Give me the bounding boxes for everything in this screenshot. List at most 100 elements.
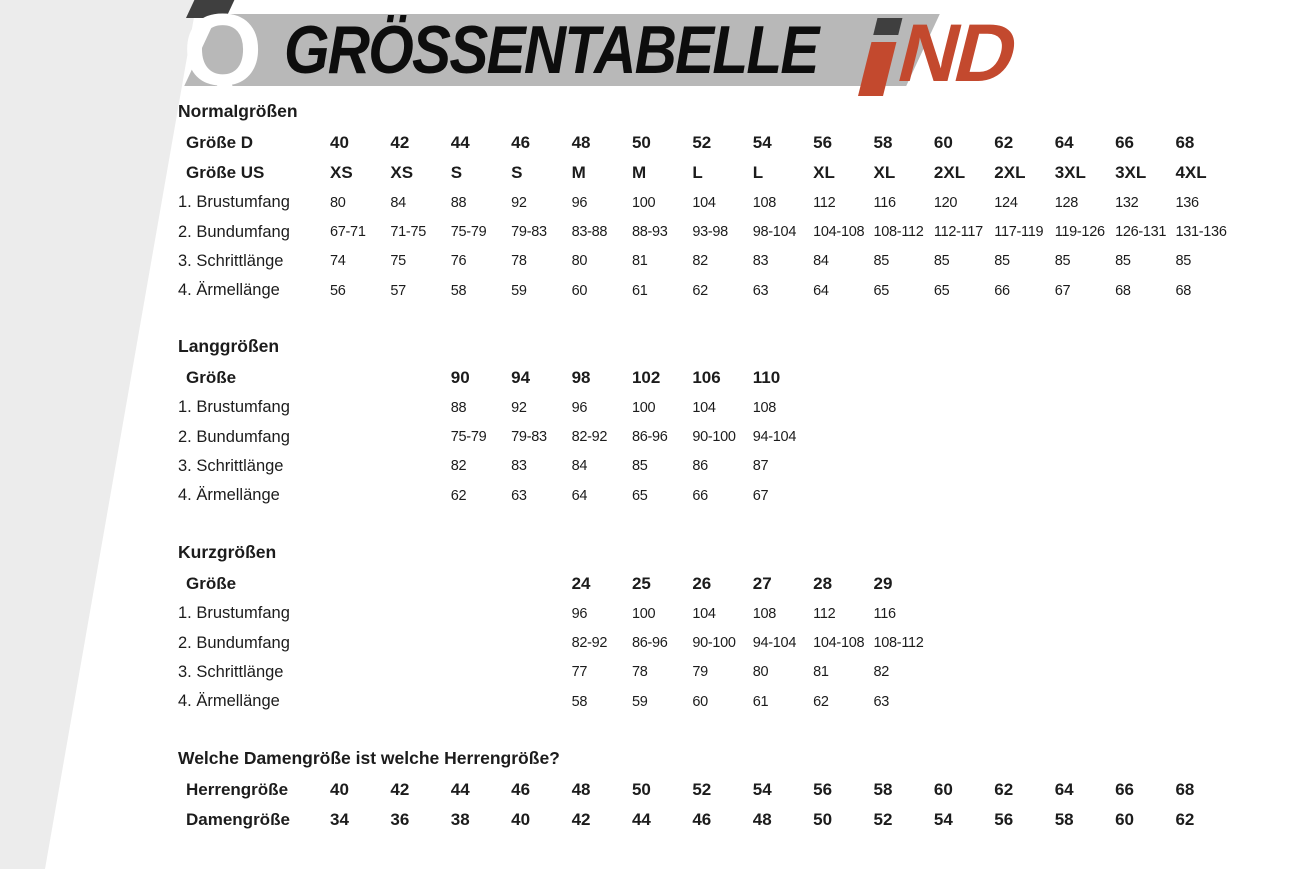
row-label: 1. Brustumfang xyxy=(178,398,290,417)
value-cell: 88 xyxy=(450,194,467,211)
ind-logo-i-stem-icon xyxy=(858,42,897,96)
empty-cell xyxy=(1175,628,1235,657)
value-cell: 108 xyxy=(752,605,777,622)
empty-cell xyxy=(390,658,450,687)
value-cell: 104-108 xyxy=(813,224,865,241)
value-cell: 36 xyxy=(390,810,410,829)
empty-cell xyxy=(330,363,390,393)
value-cell: 96 xyxy=(571,605,588,622)
value-cell: 120 xyxy=(933,194,958,211)
empty-cell xyxy=(994,687,1054,716)
empty-cell xyxy=(1055,393,1115,422)
section-size-conversion: Welche Damengröße ist welche Herrengröße… xyxy=(178,747,1244,835)
empty-cell xyxy=(1115,599,1175,628)
empty-cell xyxy=(813,363,873,393)
value-cell: 85 xyxy=(933,253,950,270)
empty-cell xyxy=(1175,393,1235,422)
value-cell: M xyxy=(571,163,586,182)
empty-cell xyxy=(1055,658,1115,687)
empty-cell xyxy=(813,481,873,510)
empty-cell xyxy=(390,628,450,657)
value-cell: 29 xyxy=(873,574,893,593)
value-cell: 62 xyxy=(994,133,1014,152)
value-cell: 65 xyxy=(933,282,950,299)
empty-cell xyxy=(330,393,390,422)
value-cell: 84 xyxy=(571,458,588,475)
row-label: Größe US xyxy=(186,163,265,182)
value-cell: 90-100 xyxy=(692,635,736,652)
value-cell: 67 xyxy=(1054,282,1071,299)
value-cell: 27 xyxy=(752,574,772,593)
row-label: 2. Bundumfang xyxy=(178,633,290,652)
ind-brand-logo: ND xyxy=(852,8,1041,99)
empty-cell xyxy=(330,422,390,451)
value-cell: 132 xyxy=(1115,194,1139,211)
empty-cell xyxy=(511,687,571,716)
empty-cell xyxy=(934,363,994,393)
value-cell: 86 xyxy=(692,458,708,475)
value-cell: 56 xyxy=(994,810,1014,829)
empty-cell xyxy=(390,363,450,393)
value-cell: S xyxy=(450,163,463,182)
row-label: 3. Schrittlänge xyxy=(178,662,284,681)
value-cell: 100 xyxy=(631,399,656,416)
empty-cell xyxy=(390,422,450,451)
empty-cell xyxy=(451,658,511,687)
empty-cell xyxy=(994,481,1054,510)
value-cell: 4XL xyxy=(1175,163,1207,182)
empty-cell xyxy=(1055,569,1115,599)
empty-cell xyxy=(330,481,390,510)
value-cell: 54 xyxy=(752,780,772,799)
empty-cell xyxy=(390,393,450,422)
value-cell: 85 xyxy=(994,253,1010,270)
empty-cell xyxy=(330,569,390,599)
empty-cell xyxy=(511,599,571,628)
value-cell: 108-112 xyxy=(873,224,924,241)
value-cell: 86-96 xyxy=(631,429,668,446)
empty-cell xyxy=(934,569,994,599)
value-cell: 67-71 xyxy=(330,224,366,241)
value-cell: 40 xyxy=(330,780,349,799)
row-label: Größe xyxy=(186,574,237,593)
value-cell: 28 xyxy=(813,574,833,593)
value-cell: 85 xyxy=(631,458,648,475)
value-cell: 52 xyxy=(692,133,712,152)
kurzgroessen-table: Größe 24 25 26 27 28 29 1. Brustumfang 96 100 104 1… xyxy=(178,569,1244,717)
empty-cell xyxy=(1175,363,1235,393)
row-label: 3. Schrittlänge xyxy=(178,251,284,270)
value-cell: 57 xyxy=(390,282,406,299)
value-cell: 40 xyxy=(330,133,349,152)
value-cell: 85 xyxy=(1115,253,1131,270)
value-cell: 81 xyxy=(631,253,648,270)
value-cell: 64 xyxy=(813,282,829,299)
empty-cell xyxy=(994,628,1054,657)
page-title: GRÖSSENTABELLE xyxy=(284,12,819,88)
value-cell: 128 xyxy=(1054,194,1079,211)
empty-cell xyxy=(451,687,511,716)
value-cell: 90 xyxy=(450,368,470,387)
value-cell: 83 xyxy=(752,253,769,270)
value-cell: 25 xyxy=(631,574,651,593)
value-cell: XL xyxy=(873,163,896,182)
value-cell: 104 xyxy=(692,399,716,416)
row-label: 2. Bundumfang xyxy=(178,427,290,446)
value-cell: 58 xyxy=(571,693,588,710)
empty-cell xyxy=(1175,422,1235,451)
section-kurzgroessen: Kurzgrößen Größe 24 25 26 27 28 29 1. Brustumfa… xyxy=(178,541,1244,717)
value-cell: 40 xyxy=(511,810,531,829)
empty-cell xyxy=(1115,363,1175,393)
value-cell: 75-79 xyxy=(450,224,487,241)
value-cell: 48 xyxy=(752,810,772,829)
empty-cell xyxy=(330,628,390,657)
value-cell: 58 xyxy=(873,780,893,799)
value-cell: 88-93 xyxy=(631,224,668,241)
value-cell: 112 xyxy=(813,194,836,211)
value-cell: 2XL xyxy=(994,163,1026,182)
value-cell: 60 xyxy=(571,282,588,299)
row-label: Größe xyxy=(186,368,237,387)
value-cell: 34 xyxy=(330,810,349,829)
size-conversion-table: Herrengröße 40 42 44 46 48 50 52 54 56 58 60 62 64 66 6… xyxy=(178,775,1244,835)
value-cell: 110 xyxy=(752,368,781,387)
empty-cell xyxy=(874,363,934,393)
value-cell: 98 xyxy=(571,368,591,387)
